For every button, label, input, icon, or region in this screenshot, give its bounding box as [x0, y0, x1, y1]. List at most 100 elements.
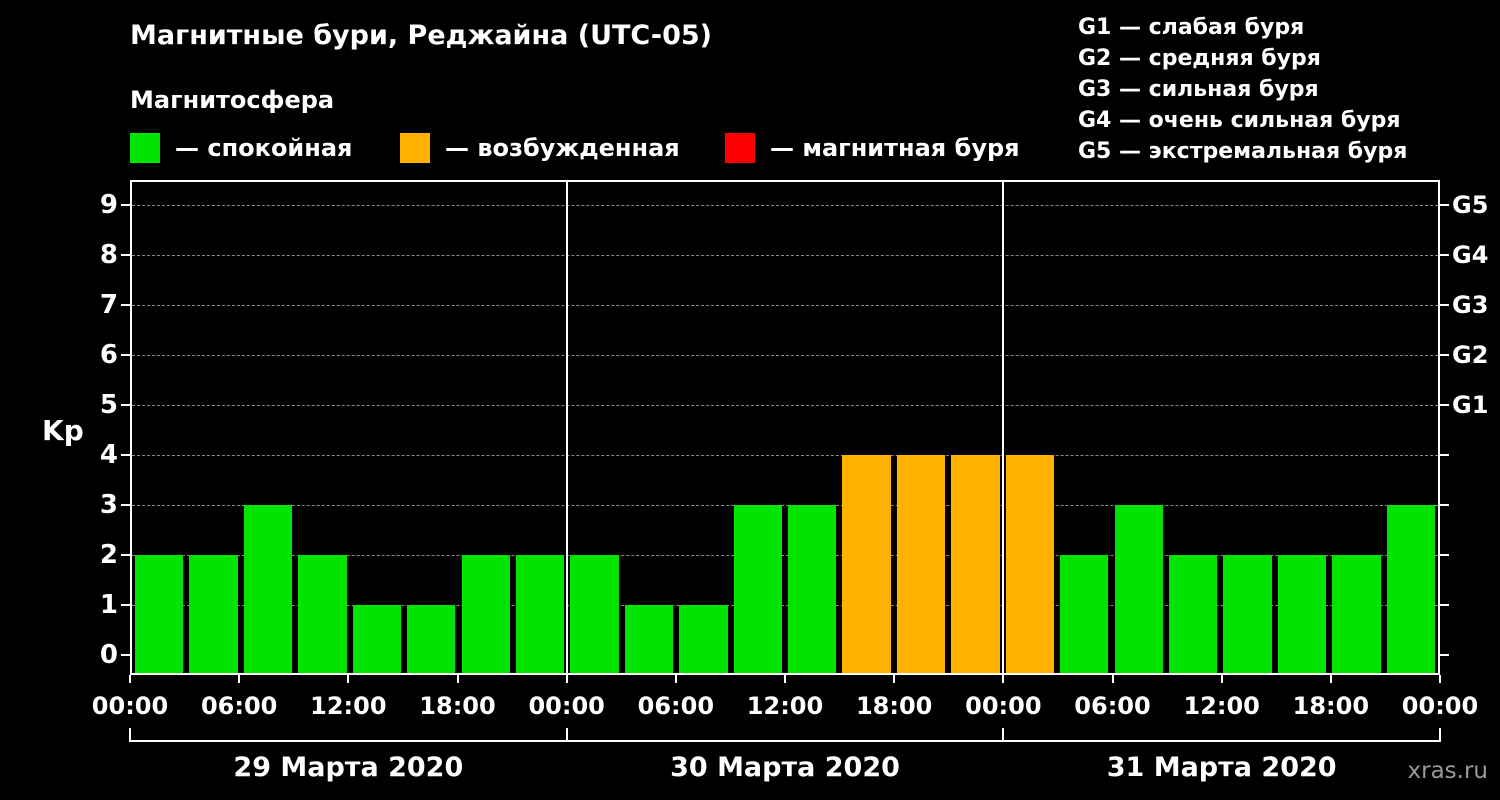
- kp-bar: [733, 505, 782, 673]
- y-tick-label: 8: [99, 240, 118, 270]
- kp-gridline: [132, 505, 1438, 506]
- x-tick-mark: [1111, 675, 1114, 683]
- kp-gridline: [132, 255, 1438, 256]
- kp-bar: [189, 555, 238, 673]
- x-tick-mark: [893, 675, 896, 683]
- y-tick-mark-right: [1440, 554, 1449, 556]
- x-tick-label: 12:00: [1183, 692, 1260, 720]
- y-tick-mark: [121, 604, 130, 606]
- kp-gridline: [132, 605, 1438, 606]
- g-scale-tick-label: G4: [1452, 241, 1489, 269]
- y-tick-mark-right: [1440, 354, 1449, 356]
- kp-gridline: [132, 205, 1438, 206]
- kp-bar: [352, 605, 402, 673]
- date-label: 29 Марта 2020: [233, 752, 464, 783]
- kp-bar: [679, 605, 728, 673]
- kp-bar: [407, 605, 456, 673]
- y-tick-mark-right: [1440, 404, 1449, 406]
- date-label: 31 Марта 2020: [1106, 752, 1337, 783]
- x-tick-mark: [129, 675, 131, 683]
- x-tick-mark: [1220, 675, 1223, 683]
- kp-bar: [1223, 555, 1272, 673]
- y-tick-mark: [121, 254, 130, 256]
- y-tick-label: 7: [99, 290, 118, 320]
- kp-gridline: [132, 455, 1438, 456]
- legend-item-label: — магнитная буря: [770, 134, 1020, 162]
- g-legend-line: G5 — экстремальная буря: [1078, 139, 1408, 164]
- kp-bar: [570, 555, 619, 673]
- g-scale-tick-label: G1: [1452, 391, 1489, 419]
- kp-bar: [842, 455, 891, 673]
- x-tick-label: 06:00: [1074, 692, 1151, 720]
- kp-gridline: [132, 355, 1438, 356]
- x-tick-mark: [674, 675, 677, 683]
- kp-bar: [1386, 505, 1435, 673]
- g-legend-line: G4 — очень сильная буря: [1078, 108, 1401, 133]
- g-legend-line: G2 — средняя буря: [1078, 46, 1321, 71]
- date-axis-tick: [565, 728, 568, 742]
- y-tick-mark-right: [1440, 204, 1449, 206]
- x-tick-label: 12:00: [746, 692, 824, 720]
- kp-bar: [1332, 555, 1381, 673]
- legend-swatch-excited: [400, 133, 430, 163]
- date-axis-tick: [129, 728, 131, 742]
- kp-gridline: [132, 405, 1438, 406]
- kp-bar: [135, 555, 184, 673]
- x-tick-label: 06:00: [200, 692, 278, 720]
- kp-gridline: [132, 305, 1438, 306]
- x-tick-label: 06:00: [637, 692, 715, 720]
- y-tick-mark: [121, 404, 130, 406]
- kp-bar: [1114, 505, 1163, 673]
- x-tick-mark: [238, 675, 241, 683]
- y-tick-mark: [121, 654, 130, 656]
- y-tick-label: 1: [99, 590, 118, 620]
- kp-bar: [896, 455, 946, 673]
- x-tick-mark: [1002, 675, 1005, 683]
- x-tick-label: 18:00: [855, 692, 933, 720]
- y-tick-label: 2: [99, 540, 118, 570]
- kp-bar: [298, 555, 347, 673]
- x-tick-mark: [347, 675, 350, 683]
- kp-bar: [1060, 555, 1109, 673]
- g-legend-line: G3 — сильная буря: [1078, 77, 1319, 102]
- y-tick-label: 3: [99, 490, 118, 520]
- g-scale-tick-label: G2: [1452, 341, 1489, 369]
- y-tick-mark-right: [1440, 504, 1449, 506]
- y-axis-label: Kp: [42, 414, 84, 447]
- x-tick-label: 18:00: [1292, 692, 1370, 720]
- y-tick-mark: [121, 554, 130, 556]
- x-tick-label: 00:00: [91, 692, 169, 720]
- x-tick-label: 00:00: [1401, 692, 1479, 720]
- watermark: xras.ru: [1407, 758, 1489, 784]
- x-tick-label: 12:00: [310, 692, 387, 720]
- g-scale-legend: G1 — слабая буря G2 — средняя буря G3 — си…: [1078, 12, 1407, 167]
- y-tick-mark-right: [1440, 454, 1449, 456]
- page-title: Магнитные бури, Реджайна (UTC-05): [130, 20, 712, 51]
- kp-bar: [515, 555, 565, 673]
- kp-bar: [461, 555, 510, 673]
- kp-bar: [1168, 555, 1218, 673]
- x-tick-label: 00:00: [528, 692, 605, 720]
- kp-gridline: [132, 555, 1438, 556]
- y-tick-mark-right: [1440, 304, 1449, 306]
- g-legend-line: G1 — слабая буря: [1078, 15, 1305, 40]
- day-boundary-line: [566, 182, 569, 673]
- y-tick-mark: [121, 204, 130, 206]
- x-tick-mark: [456, 675, 459, 683]
- kp-bar: [788, 505, 837, 673]
- x-tick-label: 00:00: [965, 692, 1042, 720]
- y-tick-mark-right: [1440, 604, 1449, 606]
- y-tick-mark: [121, 454, 130, 456]
- y-tick-mark: [121, 504, 130, 506]
- legend-swatch-quiet: [130, 133, 160, 163]
- kp-bar: [624, 605, 674, 673]
- legend-swatch-storm: [725, 133, 755, 163]
- y-tick-label: 6: [99, 340, 118, 370]
- day-boundary-line: [1001, 182, 1004, 673]
- y-tick-mark: [121, 304, 130, 306]
- x-tick-label: 18:00: [419, 692, 496, 720]
- x-tick-mark: [565, 675, 568, 683]
- y-tick-label: 9: [99, 190, 118, 220]
- date-axis-line: [130, 740, 1440, 742]
